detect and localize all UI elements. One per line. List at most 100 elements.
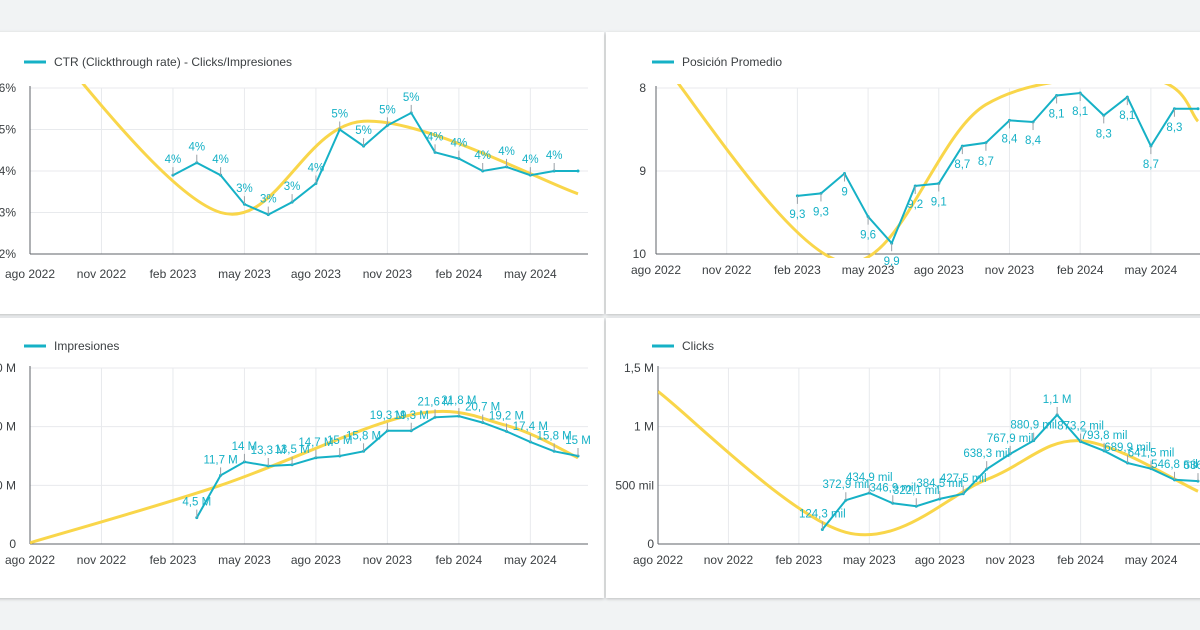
x-tick-label: may 2024 — [1125, 553, 1178, 567]
data-label: 5% — [355, 125, 372, 137]
data-point — [314, 456, 318, 460]
data-point — [820, 527, 824, 531]
x-tick-label: feb 2023 — [774, 263, 821, 277]
y-tick-label: 10 M — [0, 478, 16, 492]
data-label: 15 M — [565, 435, 591, 447]
data-point — [1078, 91, 1082, 95]
x-tick-label: feb 2024 — [436, 267, 483, 281]
data-label: 11,7 M — [203, 454, 237, 466]
x-tick-label: feb 2023 — [150, 553, 197, 567]
data-label: 14,7 M — [298, 437, 333, 449]
data-label: 4,5 M — [182, 497, 211, 509]
data-label: 8,4 — [1001, 133, 1018, 145]
data-label: 4% — [546, 150, 563, 162]
x-tick-label: nov 2023 — [985, 263, 1035, 277]
y-tick-label: 500 mil — [615, 478, 654, 492]
legend-label: Clicks — [682, 339, 714, 353]
data-label: 4% — [308, 162, 325, 174]
data-point — [867, 491, 871, 495]
data-label: 8,1 — [1049, 108, 1065, 120]
data-label: 4% — [474, 150, 491, 162]
x-tick-label: feb 2024 — [1057, 263, 1104, 277]
data-point — [914, 504, 918, 508]
legend-label: Impresiones — [54, 339, 119, 353]
data-label: 21,6 M — [417, 396, 452, 408]
data-label: 15 M — [327, 435, 353, 447]
data-label: 4% — [522, 154, 539, 166]
data-label: 8,7 — [954, 159, 970, 171]
data-label: 3% — [260, 194, 277, 206]
data-label: 3% — [284, 181, 301, 193]
x-tick-label: feb 2023 — [150, 267, 197, 281]
x-tick-label: ago 2022 — [5, 553, 55, 567]
data-label: 793,8 mil — [1081, 430, 1128, 442]
x-tick-label: feb 2023 — [776, 553, 823, 567]
data-label: 4% — [498, 146, 515, 158]
clicks-chart-card: 1,5 M 1 M 500 mil 0 ago 2022 nov 2022 feb 2023… — [606, 318, 1200, 598]
data-label: 21,8 M — [441, 395, 476, 407]
data-label: 1,1 M — [1043, 394, 1072, 406]
data-label: 9,2 — [907, 199, 923, 211]
x-tick-label: nov 2023 — [363, 553, 413, 567]
x-tick-label: feb 2024 — [1057, 553, 1104, 567]
y-tick-label: 0 — [9, 537, 16, 551]
data-label: 8,3 — [1166, 122, 1182, 134]
ctr-chart-card: 6% 5% 4% 3% 2% ago 2022 nov 2022 feb 2023 may 20… — [0, 32, 604, 314]
data-label: 4% — [188, 142, 205, 154]
y-tick-label: 8 — [639, 81, 646, 95]
ctr-chart: 6% 5% 4% 3% 2% ago 2022 nov 2022 feb 2023 may 20… — [0, 55, 588, 281]
data-label: 641,5 mil — [1128, 448, 1175, 460]
y-tick-label: 1,5 M — [624, 361, 654, 375]
x-tick-label: nov 2022 — [77, 267, 127, 281]
data-label: 427,5 mil — [940, 473, 987, 485]
clicks-chart: 1,5 M 1 M 500 mil 0 ago 2022 nov 2022 feb 2023… — [615, 339, 1200, 567]
trend-line — [30, 409, 579, 545]
data-label: 8,7 — [978, 156, 994, 168]
x-tick-label: nov 2023 — [363, 267, 413, 281]
data-label: 346,9 mil — [869, 482, 916, 494]
trend-line — [658, 390, 1199, 537]
data-label: 15,8 M — [346, 430, 381, 442]
data-label: 3% — [236, 183, 253, 195]
x-tick-label: ago 2022 — [633, 553, 683, 567]
data-label: 13,3 M — [251, 445, 286, 457]
x-tick-label: ago 2023 — [914, 263, 964, 277]
x-tick-label: nov 2022 — [704, 553, 754, 567]
y-tick-label: 30 M — [0, 361, 16, 375]
series-line — [797, 91, 1198, 246]
x-tick-label: ago 2022 — [5, 267, 55, 281]
y-tick-label: 3% — [0, 206, 16, 220]
data-point — [1196, 107, 1200, 111]
data-label: 14 M — [232, 441, 258, 453]
data-label: 9,9 — [884, 256, 900, 268]
x-tick-label: may 2023 — [842, 263, 895, 277]
impressions-chart: 30 M 20 M 10 M 0 ago 2022 nov 2022 feb 2023 may… — [0, 339, 591, 567]
data-label: 767,9 mil — [987, 433, 1034, 445]
data-label: 8,1 — [1119, 110, 1135, 122]
impressions-chart-card: 30 M 20 M 10 M 0 ago 2022 nov 2022 feb 2023 may… — [0, 318, 604, 598]
x-tick-label: ago 2023 — [915, 553, 965, 567]
data-label: 4% — [212, 154, 229, 166]
x-tick-label: ago 2023 — [291, 553, 341, 567]
data-label: 4% — [427, 131, 444, 143]
x-tick-label: nov 2023 — [985, 553, 1035, 567]
x-tick-label: may 2023 — [218, 267, 271, 281]
y-tick-label: 6% — [0, 81, 16, 95]
data-label: 536,2 — [1184, 460, 1200, 472]
y-tick-label: 0 — [647, 537, 654, 551]
y-tick-label: 20 M — [0, 420, 16, 434]
data-label: 20,7 M — [465, 402, 500, 414]
data-label: 4% — [165, 154, 182, 166]
data-label: 880,9 mil — [1010, 420, 1057, 432]
data-point — [844, 498, 848, 502]
data-label: 19,3 M — [370, 410, 405, 422]
x-tick-label: may 2024 — [504, 553, 557, 567]
x-tick-label: ago 2022 — [631, 263, 681, 277]
legend-label: Posición Promedio — [682, 55, 782, 69]
data-label: 638,3 mil — [963, 448, 1010, 460]
data-label: 15,8 M — [537, 430, 572, 442]
data-label: 4% — [451, 138, 468, 150]
x-tick-label: ago 2023 — [291, 267, 341, 281]
data-label: 689,9 mil — [1104, 442, 1151, 454]
data-label: 9,6 — [860, 230, 876, 242]
